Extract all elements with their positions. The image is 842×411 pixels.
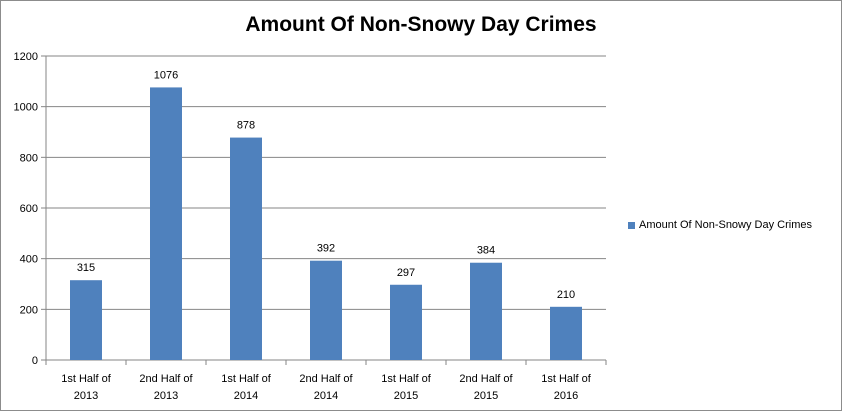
bar [470,262,502,360]
data-label: 1076 [154,69,178,81]
x-tick-label: 1st Half of [221,373,271,385]
y-tick-label: 400 [20,254,38,266]
x-tick-label: 1st Half of [381,373,431,385]
x-tick-label: 1st Half of [61,373,111,385]
x-tick-label: 2014 [234,390,258,402]
x-tick-label: 2nd Half of [139,373,193,385]
data-label: 392 [317,243,335,255]
bar [70,280,102,360]
y-tick-label: 1200 [14,51,38,63]
bar [310,260,342,360]
x-axis-tick-labels: 1st Half of 2013 2nd Half of 2013 1st Half o… [61,373,591,402]
x-tick-label: 1st Half of [541,373,591,385]
data-label: 384 [477,245,495,257]
bar [230,137,262,360]
x-tick-label: 2014 [314,390,338,402]
chart-title: Amount Of Non-Snowy Day Crimes [245,13,597,36]
y-tick-label: 0 [32,355,38,367]
data-label: 210 [557,289,575,301]
data-labels: 315 1076 878 392 297 384 210 [77,69,575,300]
x-tick-label: 2nd Half of [299,373,353,385]
y-tick-label: 1000 [14,102,38,114]
y-axis-tick-labels: 0 200 400 600 800 1000 1200 [14,51,38,367]
bars [70,87,582,360]
legend-label: Amount Of Non-Snowy Day Crimes [639,219,812,231]
y-tick-label: 200 [20,304,38,316]
data-label: 878 [237,120,255,132]
x-tick-label: 2015 [474,390,498,402]
legend: Amount Of Non-Snowy Day Crimes [628,219,812,231]
bar [390,284,422,360]
data-label: 315 [77,262,95,274]
x-tick-label: 2013 [154,390,178,402]
y-tick-label: 800 [20,152,38,164]
data-label: 297 [397,267,415,279]
bar [150,87,182,360]
x-tick-label: 2013 [74,390,98,402]
x-tick-label: 2nd Half of [459,373,513,385]
x-tick-label: 2015 [394,390,418,402]
bar [550,306,582,360]
legend-swatch [628,221,635,229]
x-tick-label: 2016 [554,390,578,402]
y-tick-label: 600 [20,203,38,215]
